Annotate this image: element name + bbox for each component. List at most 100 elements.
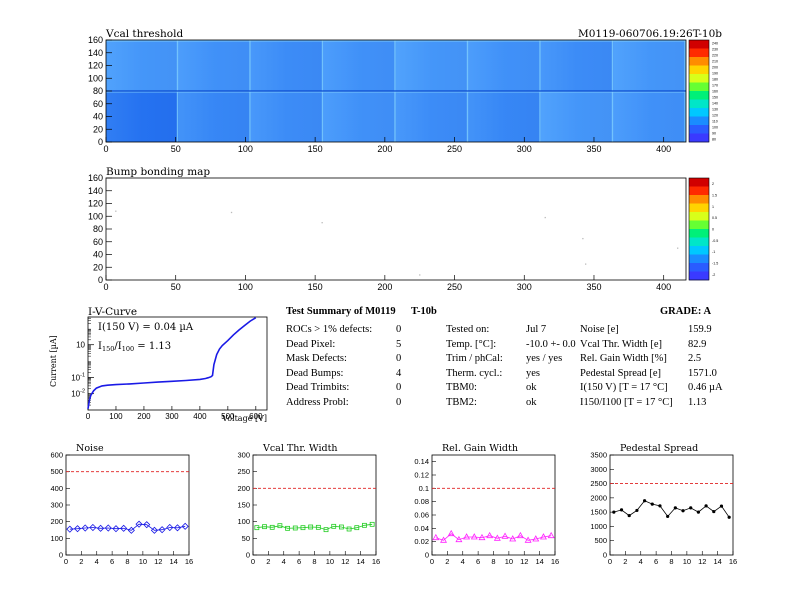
- data-point: [81, 524, 89, 532]
- iv-y-tick-label: 10-2: [71, 389, 85, 399]
- y-tick-label: 0.12: [414, 471, 429, 480]
- roc-tile-shade: [541, 91, 614, 142]
- data-point: [104, 524, 112, 532]
- data-point: [432, 533, 440, 541]
- x-tick-label: 16: [551, 557, 559, 566]
- data-point: [135, 520, 143, 528]
- data-point: [97, 524, 105, 532]
- y-tick-label: 3000: [590, 465, 607, 474]
- x-tick-label: 2: [445, 557, 449, 566]
- y-tick-label: 1500: [590, 508, 607, 517]
- x-tick-label: 16: [185, 557, 193, 566]
- data-point: [478, 533, 486, 541]
- vcal-palette-label: 180: [712, 78, 718, 82]
- data-point: [181, 522, 189, 530]
- y-tick-label: 0.14: [414, 457, 429, 466]
- x-tick-label: 0: [103, 144, 108, 154]
- bump-palette-swatch: [689, 246, 709, 255]
- noise-series-line: [69, 523, 186, 531]
- data-point: [120, 524, 128, 532]
- data-point: [447, 529, 455, 537]
- data-point: [509, 535, 517, 542]
- dead-bump-point: [115, 210, 117, 212]
- pedestal_spread-plot: Pedestal Spread 0 2 4 6 8 10 12 14 16 0 500 1000 1500…: [590, 443, 737, 566]
- vcal-heatmap-tiles: [106, 40, 686, 142]
- data-point: [501, 532, 509, 539]
- data-point: [493, 534, 501, 541]
- y-tick-label: 2500: [590, 479, 607, 488]
- bump-palette-swatch: [689, 203, 709, 213]
- bump-palette-label: 0: [712, 228, 714, 232]
- data-point: [127, 526, 135, 534]
- x-tick-label: 350: [586, 282, 601, 292]
- bump-palette-swatch: [689, 186, 709, 196]
- bump-palette-label: -1: [712, 250, 715, 254]
- vcal-palette-swatch: [689, 116, 709, 126]
- x-tick-label: 4: [282, 557, 286, 566]
- x-tick-label: 150: [308, 144, 323, 154]
- x-tick-label: 12: [341, 557, 349, 566]
- data-point: [292, 525, 298, 531]
- vcal-axes: 0 50 100 150 200 250 300 350 4000204060801001201…: [88, 35, 671, 154]
- data-point: [658, 504, 662, 508]
- x-tick-label: 150: [308, 282, 323, 292]
- vcal-palette-swatch: [689, 74, 709, 83]
- vcal-palette-label: 90: [712, 132, 716, 136]
- data-point: [285, 525, 290, 531]
- y-tick-label: 20: [93, 124, 103, 134]
- iv-x-tick-label: 300: [165, 412, 179, 421]
- iv-y-tick-label: 10: [76, 341, 85, 350]
- x-tick-label: 50: [171, 282, 181, 292]
- rel_gain_width-series-line: [435, 533, 552, 541]
- bump-palette-label: 0.5: [712, 216, 717, 220]
- x-tick-label: 250: [447, 144, 462, 154]
- y-tick-label: 400: [50, 484, 63, 493]
- vcal-palette-label: 80: [712, 138, 716, 142]
- vcal_thr_width-series-line: [256, 523, 373, 531]
- roc-tile-shade: [396, 91, 469, 142]
- vcal-palette-label: 190: [712, 72, 718, 76]
- iv-title: I-V-Curve: [88, 306, 137, 318]
- y-tick-label: 40: [93, 112, 103, 122]
- data-point: [719, 504, 724, 508]
- x-tick-label: 10: [139, 557, 147, 566]
- x-tick-label: 16: [372, 557, 380, 566]
- dead-bump-point: [585, 263, 587, 265]
- data-point: [463, 533, 471, 540]
- data-point: [524, 536, 532, 543]
- iv-axes: 0 100 200 300 400 500 600 10-2 10-1 10: [71, 316, 263, 421]
- vcal-palette-label: 140: [712, 102, 718, 106]
- vcal-palette-swatch: [689, 133, 709, 143]
- data-point: [516, 531, 524, 539]
- iv-x-tick-label: 600: [249, 412, 263, 421]
- bump-palette-label: -1.5: [712, 262, 718, 266]
- iv-x-tick-label: 100: [109, 412, 123, 421]
- x-tick-label: 400: [656, 282, 671, 292]
- data-point: [470, 533, 478, 540]
- data-point: [166, 523, 174, 532]
- y-tick-label: 80: [93, 86, 103, 96]
- noise-frame: [65, 454, 190, 556]
- y-tick-label: 300: [237, 451, 250, 460]
- vcal-palette-swatch: [689, 40, 709, 49]
- rel_gain_width-plot: Rel. Gain Width 0 2 4 6 8 10 12 14 16 0 0.02 0.04 0.0…: [414, 443, 559, 566]
- data-point: [712, 509, 716, 514]
- module-run-label: M0119-060706.19:26T-10b: [578, 28, 722, 40]
- dead-bump-point: [677, 247, 679, 249]
- iv-x-tick-label: 500: [221, 412, 235, 421]
- roc-tile-shade: [323, 40, 396, 91]
- y-tick-label: 200: [237, 484, 250, 493]
- vcal-palette-frame: [688, 39, 710, 143]
- data-point: [696, 510, 701, 514]
- x-tick-label: 6: [297, 557, 301, 566]
- y-tick-label: 0: [59, 551, 63, 560]
- y-tick-label: 20: [93, 262, 103, 272]
- noise-plot: Noise 0 2 4 6 8 10 12 14 16 0 100 200 300 400 500 600: [50, 443, 193, 566]
- data-point: [173, 524, 182, 532]
- bump-color-palette: 2 1.5 1 0.5 0 -0.5 -1 -1.5 -2: [688, 177, 718, 281]
- data-point: [727, 515, 731, 519]
- x-tick-label: 8: [312, 557, 316, 566]
- data-point: [547, 531, 555, 539]
- bump-palette-swatch: [689, 212, 709, 221]
- x-tick-label: 4: [95, 557, 99, 566]
